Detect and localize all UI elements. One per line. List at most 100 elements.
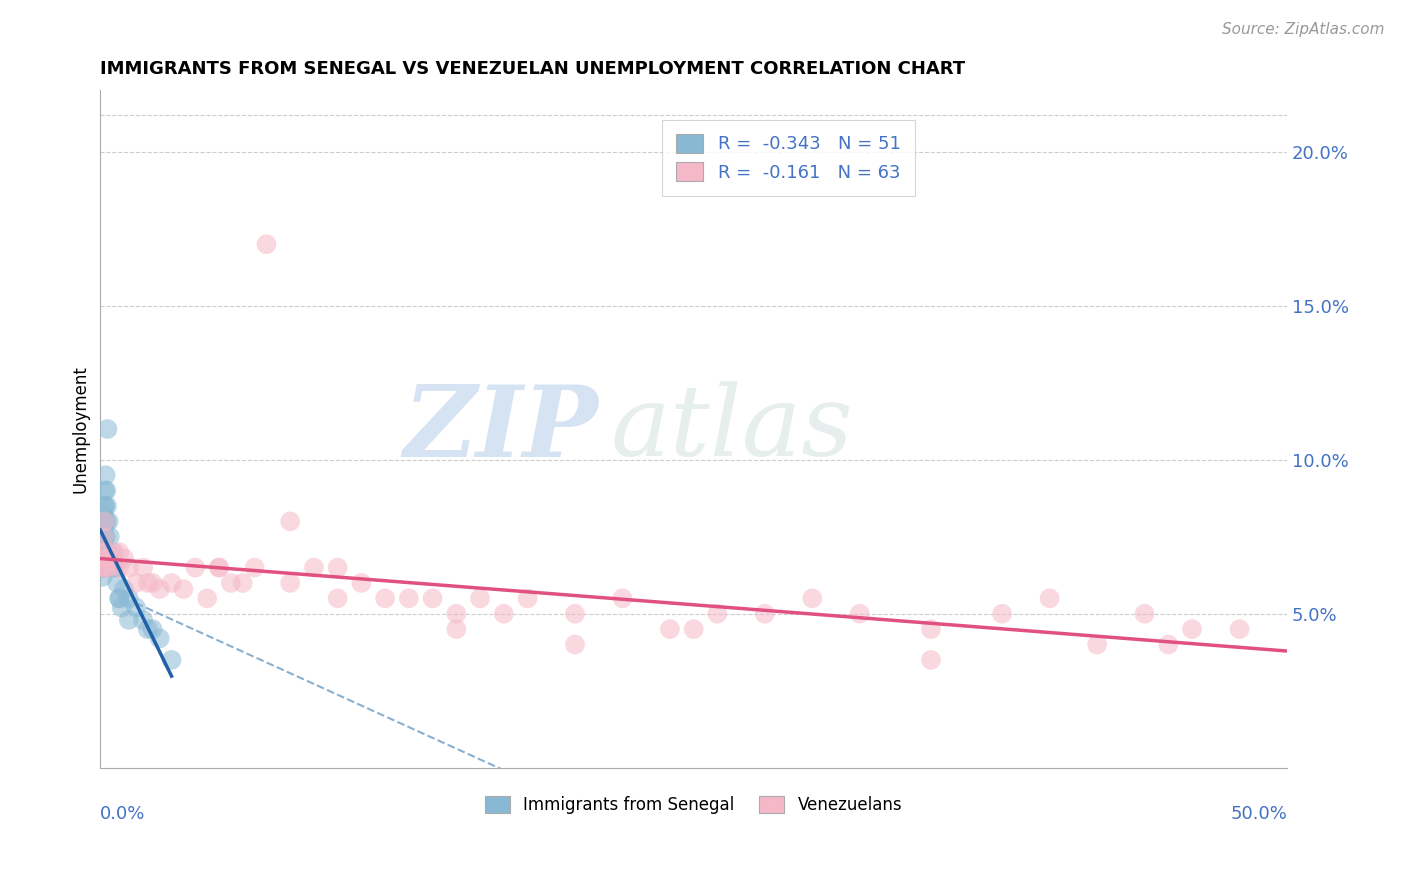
Point — [446, 607, 468, 621]
Point — [91, 560, 114, 574]
Point — [96, 483, 118, 498]
Point — [96, 551, 118, 566]
Legend: Immigrants from Senegal, Venezuelans: Immigrants from Senegal, Venezuelans — [478, 789, 910, 821]
Point — [160, 653, 183, 667]
Point — [91, 560, 114, 574]
Point — [98, 530, 121, 544]
Point — [96, 422, 118, 436]
Point — [118, 591, 141, 606]
Point — [93, 545, 115, 559]
Point — [516, 591, 538, 606]
Point — [920, 622, 942, 636]
Point — [111, 600, 134, 615]
Point — [564, 638, 586, 652]
Point — [326, 560, 349, 574]
Point — [91, 570, 114, 584]
Point — [1157, 638, 1180, 652]
Point — [94, 499, 117, 513]
Point — [91, 545, 114, 559]
Point — [160, 576, 183, 591]
Point — [706, 607, 728, 621]
Point — [243, 560, 266, 574]
Point — [91, 551, 114, 566]
Point — [91, 545, 114, 559]
Point — [104, 545, 127, 559]
Point — [991, 607, 1014, 621]
Point — [172, 582, 194, 596]
Point — [94, 560, 117, 574]
Point — [492, 607, 515, 621]
Text: 50.0%: 50.0% — [1230, 805, 1286, 823]
Point — [93, 530, 115, 544]
Point — [754, 607, 776, 621]
Point — [91, 560, 114, 574]
Point — [105, 576, 128, 591]
Point — [108, 591, 131, 606]
Point — [93, 539, 115, 553]
Point — [96, 545, 118, 559]
Point — [94, 468, 117, 483]
Point — [94, 560, 117, 574]
Point — [149, 582, 172, 596]
Point — [278, 576, 301, 591]
Point — [94, 483, 117, 498]
Point — [97, 514, 120, 528]
Point — [96, 514, 118, 528]
Point — [195, 591, 218, 606]
Point — [101, 551, 124, 566]
Point — [1229, 622, 1251, 636]
Point — [801, 591, 824, 606]
Point — [920, 653, 942, 667]
Point — [93, 560, 115, 574]
Point — [132, 613, 155, 627]
Point — [118, 613, 141, 627]
Point — [91, 551, 114, 566]
Point — [104, 560, 127, 574]
Point — [96, 499, 118, 513]
Text: ZIP: ZIP — [404, 381, 599, 477]
Point — [136, 576, 159, 591]
Point — [93, 545, 115, 559]
Point — [208, 560, 231, 574]
Point — [142, 576, 165, 591]
Point — [94, 560, 117, 574]
Point — [1133, 607, 1156, 621]
Point — [93, 514, 115, 528]
Point — [564, 607, 586, 621]
Point — [278, 514, 301, 528]
Point — [232, 576, 254, 591]
Point — [108, 591, 131, 606]
Point — [208, 560, 231, 574]
Point — [374, 591, 396, 606]
Point — [682, 622, 704, 636]
Point — [132, 560, 155, 574]
Point — [93, 508, 115, 523]
Point — [849, 607, 872, 621]
Point — [350, 576, 373, 591]
Point — [94, 514, 117, 528]
Point — [96, 545, 118, 559]
Point — [302, 560, 325, 574]
Point — [149, 632, 172, 646]
Text: IMMIGRANTS FROM SENEGAL VS VENEZUELAN UNEMPLOYMENT CORRELATION CHART: IMMIGRANTS FROM SENEGAL VS VENEZUELAN UN… — [100, 60, 966, 78]
Point — [219, 576, 242, 591]
Point — [108, 560, 131, 574]
Point — [103, 551, 125, 566]
Point — [91, 530, 114, 544]
Point — [93, 530, 115, 544]
Point — [446, 622, 468, 636]
Y-axis label: Unemployment: Unemployment — [72, 365, 89, 493]
Point — [93, 499, 115, 513]
Point — [101, 545, 124, 559]
Point — [91, 551, 114, 566]
Point — [118, 560, 141, 574]
Point — [91, 560, 114, 574]
Point — [108, 545, 131, 559]
Point — [184, 560, 207, 574]
Point — [422, 591, 444, 606]
Text: Source: ZipAtlas.com: Source: ZipAtlas.com — [1222, 22, 1385, 37]
Point — [94, 530, 117, 544]
Point — [125, 600, 148, 615]
Point — [468, 591, 491, 606]
Point — [136, 622, 159, 636]
